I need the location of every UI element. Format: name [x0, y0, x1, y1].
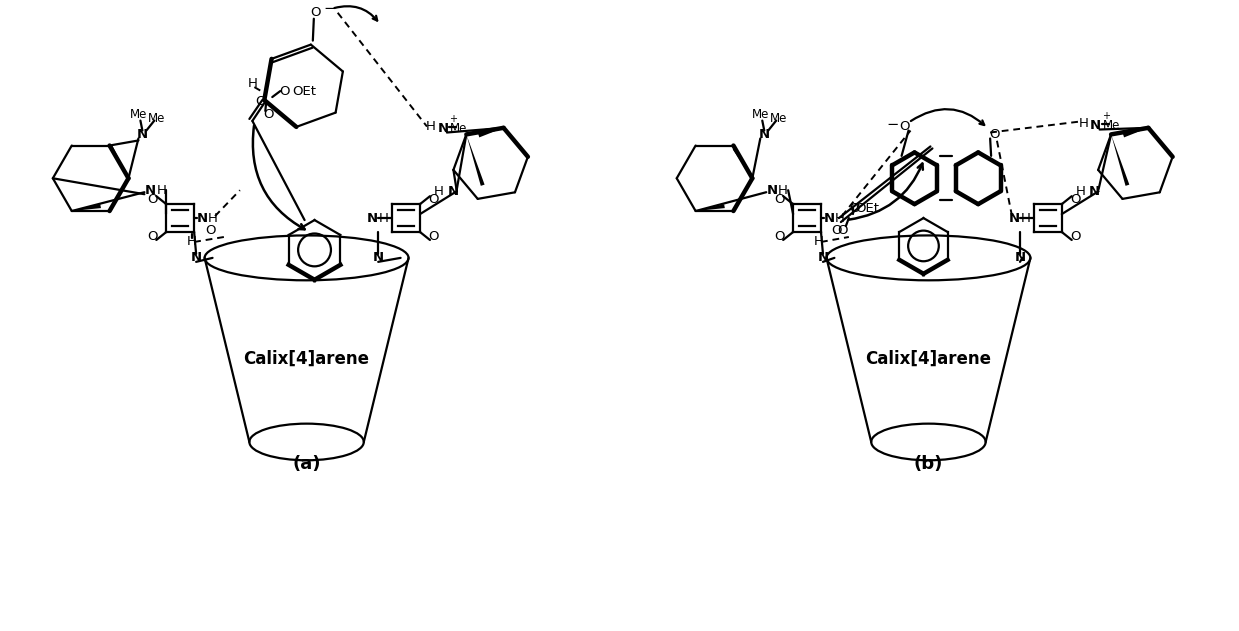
Text: H: H: [187, 235, 197, 249]
Text: (b): (b): [913, 455, 943, 473]
Text: N: N: [373, 251, 384, 264]
Text: O: O: [989, 128, 1000, 141]
Polygon shape: [109, 146, 129, 179]
Text: O: O: [147, 192, 157, 206]
Text: H: H: [1021, 211, 1031, 225]
Text: N: N: [1089, 185, 1100, 198]
Text: H: H: [1079, 117, 1089, 130]
Text: Calix[4]arene: Calix[4]arene: [244, 350, 369, 368]
Text: H: H: [1075, 185, 1085, 198]
Polygon shape: [466, 134, 484, 186]
Text: H: H: [248, 76, 258, 90]
Text: N: N: [1009, 211, 1020, 225]
Text: +: +: [1101, 110, 1110, 121]
Text: N: N: [1090, 119, 1101, 132]
Polygon shape: [72, 204, 100, 211]
Text: H: H: [814, 235, 824, 249]
Text: N: N: [367, 211, 378, 225]
Text: O: O: [774, 230, 784, 244]
Text: H: H: [208, 211, 218, 225]
Text: H: H: [379, 211, 389, 225]
Text: N: N: [437, 122, 449, 135]
Text: H: H: [434, 185, 444, 198]
Text: N: N: [1015, 251, 1026, 264]
Text: OEt: OEt: [855, 202, 878, 215]
Text: O: O: [850, 202, 860, 215]
Polygon shape: [695, 204, 725, 211]
Text: O: O: [838, 223, 849, 237]
Text: (a): (a): [292, 455, 321, 473]
Text: N: N: [136, 128, 147, 141]
Text: O: O: [1070, 230, 1080, 244]
Polygon shape: [1111, 134, 1129, 186]
Text: N: N: [197, 211, 208, 225]
Text: O: O: [279, 85, 290, 98]
Text: O: O: [147, 230, 157, 244]
Text: O: O: [429, 192, 439, 206]
Text: O: O: [774, 192, 784, 206]
Text: Me: Me: [769, 112, 787, 125]
Text: Me: Me: [450, 122, 467, 135]
Text: Calix[4]arene: Calix[4]arene: [866, 350, 991, 368]
Text: Me: Me: [130, 108, 147, 121]
Text: N: N: [818, 251, 829, 264]
Text: N: N: [145, 184, 156, 197]
Text: H: H: [835, 211, 845, 225]
Text: Me: Me: [1103, 119, 1120, 132]
Text: H: H: [156, 184, 166, 197]
Text: −: −: [323, 1, 336, 16]
Text: H: H: [778, 184, 788, 197]
Text: N: N: [758, 128, 769, 141]
Text: O: O: [429, 230, 439, 244]
Text: H: H: [426, 120, 436, 133]
Text: N: N: [824, 211, 835, 225]
Text: Me: Me: [147, 112, 165, 125]
Text: −: −: [886, 117, 898, 132]
Text: OEt: OEt: [292, 85, 316, 98]
Text: O: O: [255, 95, 265, 107]
Text: O: O: [1070, 192, 1080, 206]
Polygon shape: [478, 128, 503, 138]
Text: O: O: [900, 120, 909, 133]
Text: Me: Me: [752, 108, 769, 121]
Text: +: +: [449, 114, 457, 124]
Text: O: O: [311, 6, 321, 20]
Polygon shape: [732, 148, 752, 179]
Text: O: O: [204, 223, 216, 237]
Text: N: N: [191, 251, 202, 264]
Text: O: O: [263, 109, 274, 121]
Polygon shape: [1123, 128, 1149, 138]
Text: N: N: [447, 185, 458, 198]
Text: O: O: [831, 223, 843, 237]
Text: N: N: [767, 184, 778, 197]
